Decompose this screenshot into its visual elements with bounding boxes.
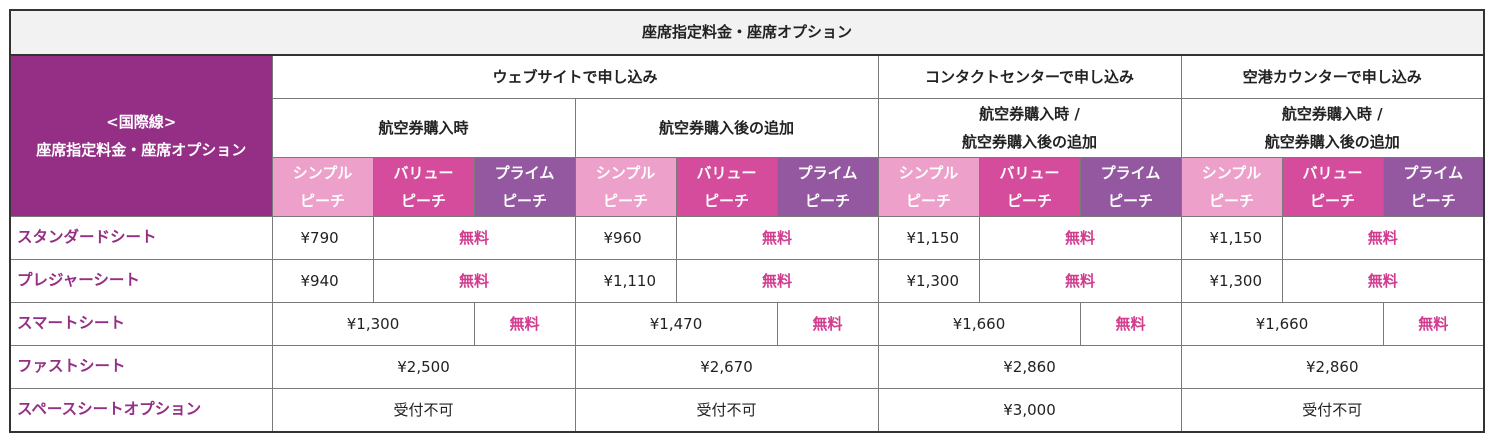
plan-prime-header: プライム ピーチ — [1079, 157, 1182, 217]
free-cell: 無料 — [473, 302, 576, 346]
corner-header: <国際線> 座席指定料金・座席オプション — [9, 54, 273, 217]
free-cell: 無料 — [1281, 259, 1485, 303]
price-cell: ¥1,470 — [574, 302, 778, 346]
table-row: スタンダードシート ¥790 無料 ¥960 無料 ¥1,150 無料 ¥1,1… — [9, 216, 1485, 260]
timing-airport-combined: 航空券購入時 / 航空券購入後の追加 — [1180, 98, 1485, 158]
price-cell: ¥960 — [574, 216, 677, 260]
table-title: 座席指定料金・座席オプション — [9, 9, 1485, 56]
timing-contact-combined: 航空券購入時 / 航空券購入後の追加 — [877, 98, 1182, 158]
price-cell: ¥1,150 — [877, 216, 980, 260]
free-cell: 無料 — [1281, 216, 1485, 260]
row-label-smart: スマートシート — [9, 302, 273, 346]
plan-simple-header: シンプル ピーチ — [574, 157, 677, 217]
channel-airport: 空港カウンターで申し込み — [1180, 54, 1485, 99]
free-cell: 無料 — [372, 259, 576, 303]
price-cell: ¥2,500 — [271, 345, 576, 389]
seat-fee-table: 座席指定料金・座席オプション <国際線> 座席指定料金・座席オプション ウェブサ… — [9, 9, 1485, 433]
free-cell: 無料 — [372, 216, 576, 260]
plan-prime-header: プライム ピーチ — [1382, 157, 1485, 217]
plan-prime-header: プライム ピーチ — [776, 157, 879, 217]
plan-simple-header: シンプル ピーチ — [877, 157, 980, 217]
timing-web-after-purchase: 航空券購入後の追加 — [574, 98, 879, 158]
price-cell: ¥1,300 — [271, 302, 475, 346]
plan-value-header: バリュー ピーチ — [372, 157, 475, 217]
free-cell: 無料 — [1079, 302, 1182, 346]
price-cell: 受付不可 — [574, 388, 879, 433]
row-label-space: スペースシートオプション — [9, 388, 273, 433]
price-cell: ¥1,110 — [574, 259, 677, 303]
free-cell: 無料 — [776, 302, 879, 346]
row-label-standard: スタンダードシート — [9, 216, 273, 260]
price-cell: ¥2,670 — [574, 345, 879, 389]
price-cell: ¥940 — [271, 259, 374, 303]
plan-value-header: バリュー ピーチ — [978, 157, 1081, 217]
free-cell: 無料 — [1382, 302, 1485, 346]
price-cell: 受付不可 — [271, 388, 576, 433]
price-cell: 受付不可 — [1180, 388, 1485, 433]
timing-airport-line1: 航空券購入時 / — [1281, 104, 1383, 123]
plan-simple-header: シンプル ピーチ — [271, 157, 374, 217]
channel-contact: コンタクトセンターで申し込み — [877, 54, 1182, 99]
timing-contact-line1: 航空券購入時 / — [979, 104, 1080, 123]
table-row: スマートシート ¥1,300 無料 ¥1,470 無料 ¥1,660 無料 ¥1… — [9, 302, 1485, 346]
price-cell: ¥1,300 — [1180, 259, 1283, 303]
row-label-fast: ファストシート — [9, 345, 273, 389]
free-cell: 無料 — [978, 216, 1182, 260]
table-row: ファストシート ¥2,500 ¥2,670 ¥2,860 ¥2,860 — [9, 345, 1485, 389]
plan-value-header: バリュー ピーチ — [675, 157, 778, 217]
price-cell: ¥1,660 — [877, 302, 1081, 346]
price-cell: ¥790 — [271, 216, 374, 260]
price-cell: ¥1,300 — [877, 259, 980, 303]
free-cell: 無料 — [675, 259, 879, 303]
price-cell: ¥1,660 — [1180, 302, 1384, 346]
timing-web-at-purchase: 航空券購入時 — [271, 98, 576, 158]
price-cell: ¥2,860 — [877, 345, 1182, 389]
plan-value-header: バリュー ピーチ — [1281, 157, 1384, 217]
timing-contact-line2: 航空券購入後の追加 — [961, 133, 1097, 151]
seat-fee-table-container: 座席指定料金・座席オプション <国際線> 座席指定料金・座席オプション ウェブサ… — [9, 9, 1485, 433]
price-cell: ¥3,000 — [877, 388, 1182, 433]
free-cell: 無料 — [675, 216, 879, 260]
channel-web: ウェブサイトで申し込み — [271, 54, 879, 99]
price-cell: ¥2,860 — [1180, 345, 1485, 389]
free-cell: 無料 — [978, 259, 1182, 303]
corner-line1: <国際線> — [106, 112, 177, 131]
plan-simple-header: シンプル ピーチ — [1180, 157, 1283, 217]
price-cell: ¥1,150 — [1180, 216, 1283, 260]
table-row: プレジャーシート ¥940 無料 ¥1,110 無料 ¥1,300 無料 ¥1,… — [9, 259, 1485, 303]
timing-airport-line2: 航空券購入後の追加 — [1264, 133, 1400, 151]
corner-line2: 座席指定料金・座席オプション — [36, 141, 247, 159]
table-row: スペースシートオプション 受付不可 受付不可 ¥3,000 受付不可 — [9, 388, 1485, 433]
row-label-pleasure: プレジャーシート — [9, 259, 273, 303]
plan-prime-header: プライム ピーチ — [473, 157, 576, 217]
